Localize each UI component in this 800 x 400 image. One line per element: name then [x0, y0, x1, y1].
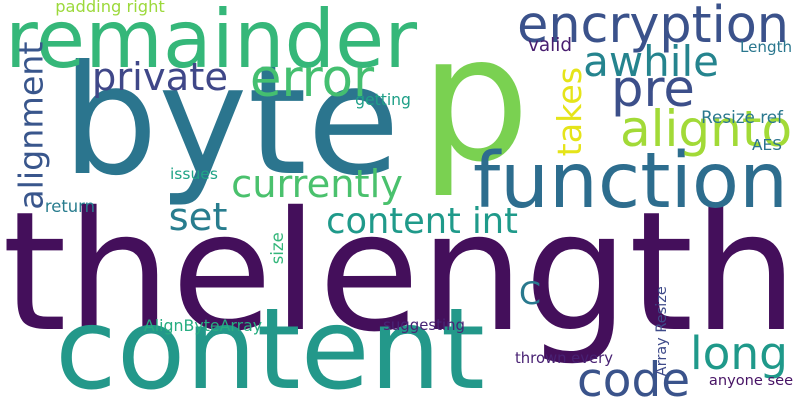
word: takes	[550, 67, 590, 157]
word: C	[519, 276, 541, 313]
word: thelength	[2, 176, 798, 369]
word: AES	[752, 135, 783, 154]
word: getting	[355, 90, 411, 109]
word: awhile	[583, 37, 719, 86]
word: Length	[740, 38, 793, 56]
word: alignto	[620, 100, 793, 158]
word: long	[690, 327, 788, 381]
word: padding right	[55, 0, 165, 16]
word: issues	[170, 164, 218, 183]
word: error	[249, 49, 375, 110]
word: private	[91, 54, 229, 100]
word: content int	[326, 201, 518, 243]
word: encryption	[517, 0, 789, 54]
word: byte	[62, 33, 400, 210]
word: anyone see	[708, 372, 794, 390]
word: code	[577, 352, 691, 400]
word: p	[420, 0, 531, 201]
word: alignment	[11, 41, 51, 211]
word: size	[267, 232, 287, 265]
word: return	[44, 197, 96, 217]
word: function	[473, 135, 788, 226]
word: Array Resize	[654, 285, 671, 377]
word: content	[55, 284, 485, 400]
word: remainder	[5, 0, 418, 87]
word: pre	[611, 59, 695, 120]
word: Resize ref	[701, 107, 783, 128]
word: currently	[231, 161, 403, 207]
word: suggesting	[383, 316, 465, 334]
word: AlignByteArray	[143, 315, 263, 335]
word: valid	[528, 35, 573, 57]
word: set	[168, 194, 228, 240]
word: thrown every	[515, 350, 613, 368]
